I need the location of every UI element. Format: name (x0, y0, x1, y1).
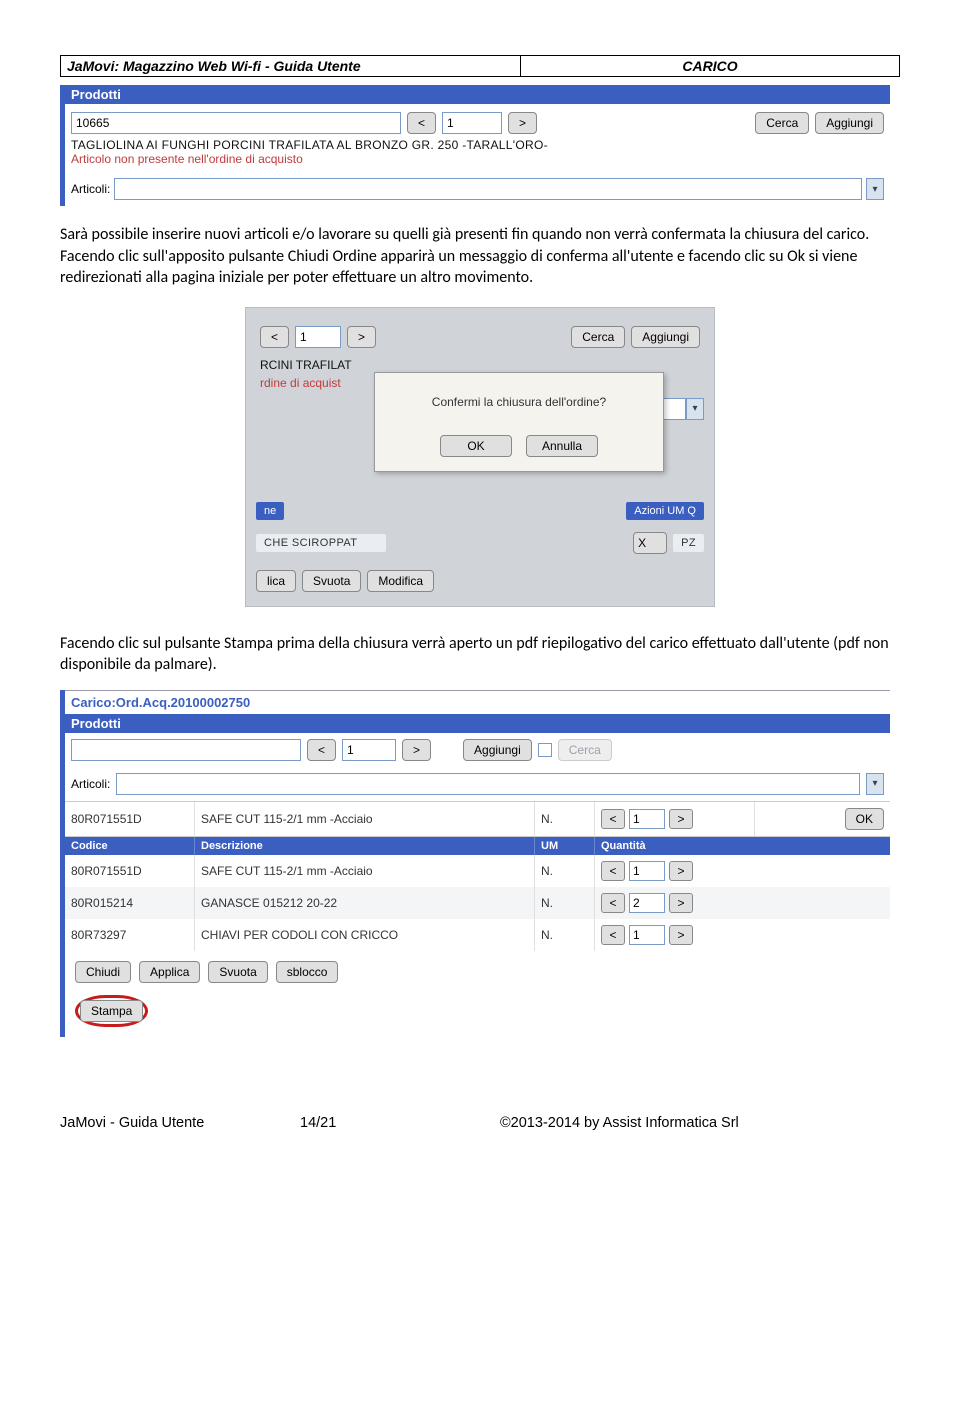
screenshot-carico-panel: Carico:Ord.Acq.20100002750 Prodotti < > … (60, 690, 890, 1037)
ok-button[interactable]: OK (440, 435, 512, 457)
footer-left: JaMovi - Guida Utente (60, 1115, 300, 1131)
aggiungi-button[interactable]: Aggiungi (463, 739, 532, 761)
panel-title-bar: Prodotti (65, 714, 890, 733)
cell-code: 80R015214 (65, 887, 195, 919)
qty-value[interactable] (629, 809, 665, 829)
table-row: 80R73297CHIAVI PER CODOLI CON CRICCON.<> (65, 919, 890, 951)
stampa-button[interactable]: Stampa (80, 1000, 143, 1022)
cell-code: 80R071551D (65, 855, 195, 887)
table-header: Codice Descrizione UM Quantità (65, 837, 890, 855)
chiudi-button[interactable]: Chiudi (75, 961, 131, 983)
header-left: JaMovi: Magazzino Web Wi-fi - Guida Uten… (61, 56, 521, 76)
cell-qty: <> (595, 855, 890, 887)
cell-code: 80R071551D (65, 802, 195, 836)
footer-page-number: 14/21 (300, 1115, 500, 1131)
cell-qty: < > (595, 802, 755, 836)
qty-value[interactable] (629, 925, 665, 945)
dropdown-icon[interactable]: ▾ (866, 178, 884, 200)
qty-inc[interactable]: > (669, 893, 693, 913)
warning-text: Articolo non presente nell'ordine di acq… (65, 152, 890, 172)
product-description: TAGLIOLINA AI FUNGHI PORCINI TRAFILATA A… (65, 138, 890, 152)
th-qty: Quantità (595, 837, 890, 855)
row-action-x[interactable]: X (633, 532, 667, 554)
applica-button[interactable]: Applica (139, 961, 200, 983)
th-code: Codice (65, 837, 195, 855)
qty-value[interactable] (629, 893, 665, 913)
codice-input[interactable] (71, 739, 301, 761)
screenshot-confirm-dialog: < > Cerca Aggiungi RCINI TRAFILAT rdine … (245, 307, 715, 607)
th-desc: Descrizione (195, 837, 535, 855)
row-um: PZ (673, 534, 704, 552)
confirm-dialog: Confermi la chiusura dell'ordine? OK Ann… (374, 372, 664, 472)
paragraph-2: Facendo clic sul pulsante Stampa prima d… (60, 633, 900, 676)
cerca-button[interactable]: Cerca (571, 326, 625, 348)
lica-button[interactable]: lica (256, 570, 296, 592)
th-um: UM (535, 837, 595, 855)
screenshot-prodotti-panel: Prodotti < > Cerca Aggiungi TAGLIOLINA A… (60, 85, 890, 206)
next-button[interactable]: > (402, 739, 431, 761)
cerca-button[interactable]: Cerca (755, 112, 809, 134)
articoli-label: Articoli: (71, 182, 110, 196)
qty-input[interactable] (342, 739, 396, 761)
row-text-fragment: CHE SCIROPPAT (256, 534, 386, 552)
qty-dec[interactable]: < (601, 893, 625, 913)
carico-title: Carico:Ord.Acq.20100002750 (65, 690, 890, 714)
col-head-fragment: ne (256, 502, 284, 520)
checkbox[interactable] (538, 743, 552, 757)
page-header: JaMovi: Magazzino Web Wi-fi - Guida Uten… (60, 55, 900, 77)
qty-input[interactable] (442, 112, 502, 134)
codice-input[interactable] (71, 112, 401, 134)
dialog-message: Confermi la chiusura dell'ordine? (389, 395, 649, 409)
articoli-dropdown-input[interactable] (114, 178, 862, 200)
paragraph-1: Sarà possibile inserire nuovi articoli e… (60, 224, 900, 289)
qty-inc[interactable]: > (669, 861, 693, 881)
articoli-dropdown-input[interactable] (116, 773, 860, 795)
dropdown-icon[interactable]: ▾ (686, 398, 704, 420)
next-button[interactable]: > (508, 112, 537, 134)
cell-um: N. (535, 919, 595, 951)
svuota-button[interactable]: Svuota (302, 570, 361, 592)
qty-inc[interactable]: > (669, 809, 693, 829)
svuota-button[interactable]: Svuota (208, 961, 267, 983)
prev-button[interactable]: < (307, 739, 336, 761)
qty-dec[interactable]: < (601, 809, 625, 829)
aggiungi-button[interactable]: Aggiungi (631, 326, 700, 348)
table-row: 80R015214GANASCE 015212 20-22N.<> (65, 887, 890, 919)
cell-um: N. (535, 855, 595, 887)
table-row: 80R071551DSAFE CUT 115-2/1 mm -AcciaioN.… (65, 855, 890, 887)
qty-dec[interactable]: < (601, 861, 625, 881)
sblocco-button[interactable]: sblocco (276, 961, 339, 983)
cell-um: N. (535, 802, 595, 836)
annulla-button[interactable]: Annulla (526, 435, 598, 457)
cell-desc: SAFE CUT 115-2/1 mm -Acciaio (195, 855, 535, 887)
next-button[interactable]: > (347, 326, 376, 348)
modifica-button[interactable]: Modifica (367, 570, 434, 592)
cerca-button-disabled: Cerca (558, 739, 612, 761)
prev-button[interactable]: < (260, 326, 289, 348)
cell-desc: CHIAVI PER CODOLI CON CRICCO (195, 919, 535, 951)
qty-dec[interactable]: < (601, 925, 625, 945)
stampa-highlight-circle: Stampa (75, 995, 148, 1027)
page-footer: JaMovi - Guida Utente 14/21 ©2013-2014 b… (0, 1111, 960, 1161)
cell-qty: <> (595, 919, 890, 951)
cell-desc: SAFE CUT 115-2/1 mm -Acciaio (195, 802, 535, 836)
cell-um: N. (535, 887, 595, 919)
panel-title-bar: Prodotti (65, 85, 890, 104)
cell-qty: <> (595, 887, 890, 919)
cell-desc: GANASCE 015212 20-22 (195, 887, 535, 919)
col-head-azioni: Azioni UM Q (626, 502, 704, 520)
qty-inc[interactable]: > (669, 925, 693, 945)
qty-input[interactable] (295, 326, 341, 348)
qty-value[interactable] (629, 861, 665, 881)
cell-code: 80R73297 (65, 919, 195, 951)
articoli-label: Articoli: (71, 777, 110, 791)
aggiungi-button[interactable]: Aggiungi (815, 112, 884, 134)
footer-copyright: ©2013-2014 by Assist Informatica Srl (500, 1115, 900, 1131)
header-right: CARICO (521, 56, 899, 76)
dropdown-icon[interactable]: ▾ (866, 773, 884, 795)
ok-row-button[interactable]: OK (845, 808, 884, 830)
prev-button[interactable]: < (407, 112, 436, 134)
